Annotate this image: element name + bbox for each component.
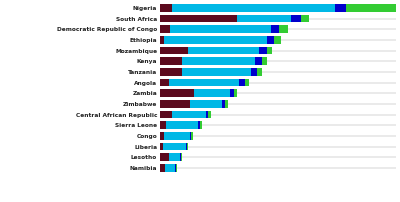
Bar (234, 89, 238, 97)
Bar (160, 121, 198, 129)
Bar (160, 132, 190, 140)
Bar (346, 4, 400, 12)
Bar (187, 143, 188, 150)
Bar (274, 36, 281, 44)
Bar (160, 57, 182, 65)
Bar (160, 111, 172, 118)
Bar (160, 15, 238, 22)
Bar (245, 79, 248, 86)
Bar (190, 132, 191, 140)
Bar (160, 68, 182, 76)
Bar (160, 89, 230, 97)
Bar (302, 15, 309, 22)
Bar (222, 100, 225, 108)
Bar (200, 121, 202, 129)
Bar (251, 68, 257, 76)
Bar (225, 100, 228, 108)
Bar (160, 25, 170, 33)
Bar (160, 25, 271, 33)
Bar (160, 111, 206, 118)
Bar (160, 4, 172, 12)
Bar (160, 79, 169, 86)
Bar (160, 153, 180, 161)
Bar (160, 89, 194, 97)
Bar (335, 4, 346, 12)
Bar (160, 121, 166, 129)
Bar (160, 4, 335, 12)
Bar (257, 68, 262, 76)
Bar (240, 79, 245, 86)
Bar (198, 121, 200, 129)
Bar (160, 68, 251, 76)
Bar (208, 111, 211, 118)
Bar (259, 47, 267, 54)
Bar (160, 79, 240, 86)
Bar (160, 36, 267, 44)
Bar (160, 57, 255, 65)
Bar (160, 132, 164, 140)
Bar (160, 153, 169, 161)
Bar (160, 164, 175, 172)
Bar (160, 36, 164, 44)
Bar (279, 25, 288, 33)
Bar (191, 132, 193, 140)
Bar (267, 47, 272, 54)
Bar (160, 100, 222, 108)
Bar (230, 89, 234, 97)
Bar (186, 143, 187, 150)
Bar (175, 164, 176, 172)
Bar (206, 111, 208, 118)
Bar (160, 164, 165, 172)
Bar (160, 100, 190, 108)
Bar (267, 36, 274, 44)
Bar (180, 153, 181, 161)
Bar (160, 47, 259, 54)
Bar (160, 143, 186, 150)
Bar (160, 47, 188, 54)
Bar (176, 164, 177, 172)
Bar (160, 15, 291, 22)
Bar (291, 15, 302, 22)
Bar (181, 153, 182, 161)
Bar (160, 143, 163, 150)
Bar (262, 57, 267, 65)
Bar (271, 25, 279, 33)
Bar (255, 57, 262, 65)
